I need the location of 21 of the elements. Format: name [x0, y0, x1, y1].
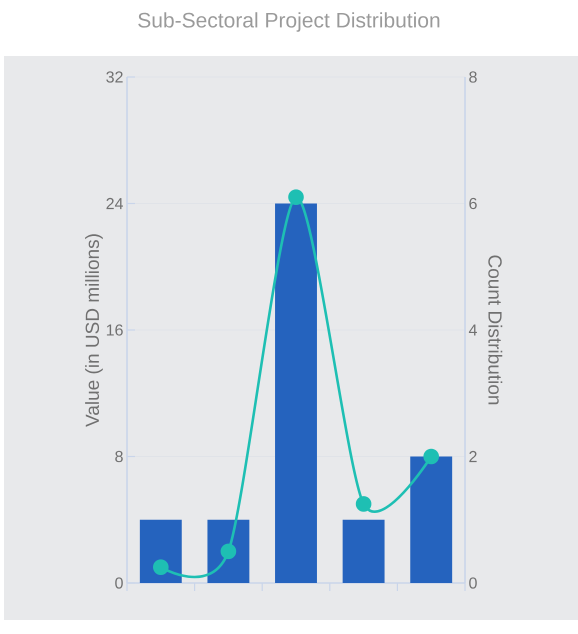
- y2-tick-label: 6: [469, 198, 477, 210]
- y-tick-label: 8: [115, 450, 123, 462]
- y-tick-label: 0: [115, 577, 123, 589]
- y2-tick-label: 2: [469, 450, 477, 462]
- y-tick-label: 32: [106, 71, 123, 83]
- bar: [140, 520, 182, 583]
- y2-axis-title: Count Distribution: [488, 255, 502, 404]
- point: [153, 559, 169, 575]
- bar: [342, 520, 385, 583]
- point: [356, 496, 372, 512]
- y2-tick-label: 8: [469, 71, 477, 83]
- y-tick-label: 16: [106, 324, 123, 336]
- y-axis-title: Value (in USD millions): [85, 234, 103, 427]
- point: [288, 189, 304, 205]
- y-tick-label: 24: [106, 198, 123, 210]
- y2-tick-label: 0: [469, 577, 477, 589]
- bar: [410, 456, 452, 583]
- point: [423, 448, 439, 464]
- chart-title: Sub-Sectoral Project Distribution: [138, 12, 440, 32]
- y2-tick-label: 4: [468, 324, 477, 336]
- bar: [275, 203, 317, 583]
